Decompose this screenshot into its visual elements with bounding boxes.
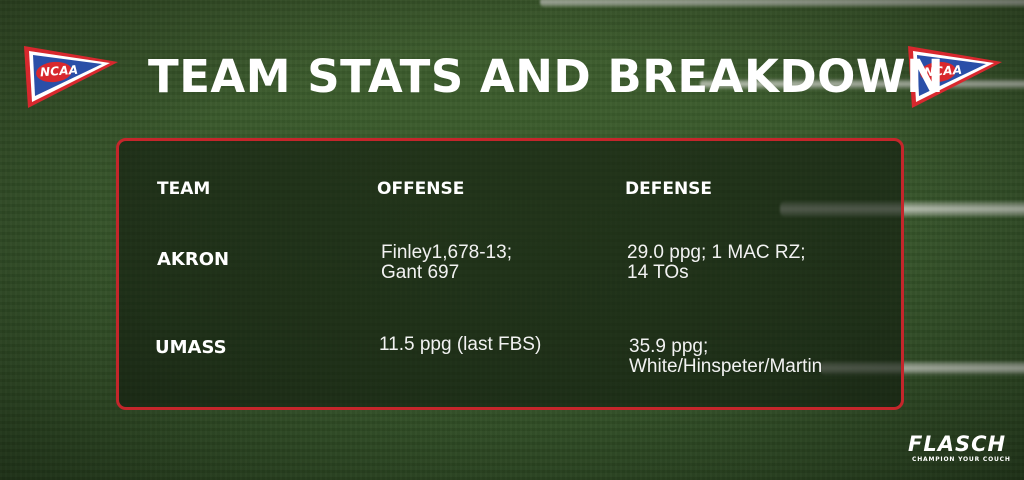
header-team: TEAM: [157, 179, 211, 199]
umass-defense: 35.9 ppg; White/Hinspeter/Martin: [629, 337, 822, 377]
team-name-akron: AKRON: [157, 249, 230, 270]
page-title: TEAM STATS AND BREAKDOWN: [148, 50, 945, 103]
flasch-brand-logo: FLASCH CHAMPION YOUR COUCH: [908, 432, 1010, 466]
ncaa-pennant-logo-right: NCAA: [904, 42, 1004, 112]
akron-defense-line: 29.0 ppg; 1 MAC RZ;: [627, 242, 806, 263]
umass-defense-line: 35.9 ppg;: [629, 336, 709, 357]
akron-defense: 29.0 ppg; 1 MAC RZ; 14 TOs: [627, 243, 805, 283]
header-offense: OFFENSE: [377, 179, 465, 199]
team-name-umass: UMASS: [155, 337, 227, 358]
akron-offense: Finley1,678-13; Gant 697: [381, 243, 512, 283]
umass-offense: 11.5 ppg (last FBS): [379, 335, 541, 355]
brand-tagline: CHAMPION YOUR COUCH: [912, 456, 1011, 463]
umass-offense-line: 11.5 ppg (last FBS): [379, 334, 542, 355]
akron-offense-line: Gant 697: [381, 262, 460, 283]
header-defense: DEFENSE: [625, 179, 713, 199]
ncaa-pennant-icon: [908, 46, 1002, 108]
stats-table-panel: TEAM OFFENSE DEFENSE AKRON Finley1,678-1…: [116, 138, 904, 410]
ncaa-pennant-logo-left: NCAA: [20, 42, 120, 112]
pennant-label: NCAA: [39, 62, 79, 80]
umass-defense-line: White/Hinspeter/Martin: [629, 356, 823, 377]
brand-name: FLASCH: [908, 432, 1007, 456]
akron-defense-line: 14 TOs: [627, 262, 689, 283]
yard-line: [540, 0, 1024, 8]
ncaa-pennant-icon: [24, 46, 118, 108]
akron-offense-line: Finley1,678-13;: [381, 242, 512, 263]
